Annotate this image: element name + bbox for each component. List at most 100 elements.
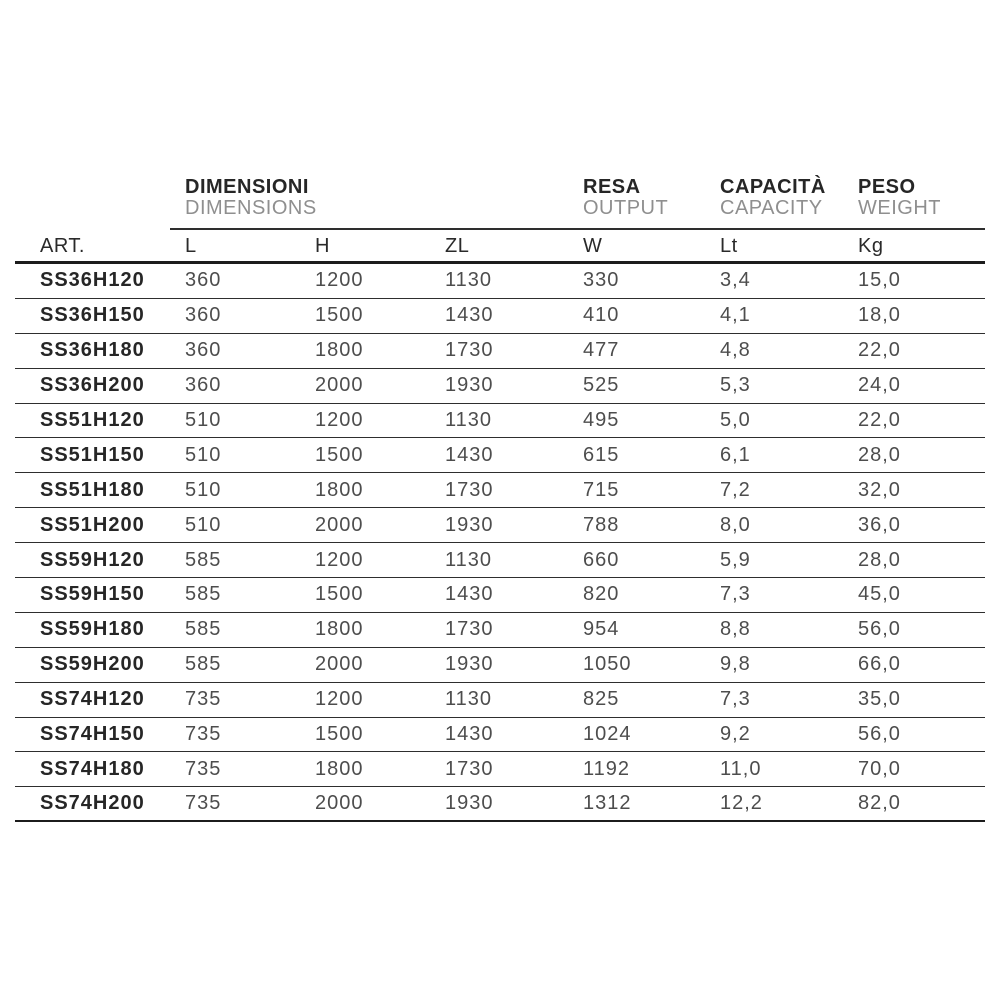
cell-kg: 45,0	[858, 583, 901, 606]
art-code: SS59H180	[40, 618, 145, 641]
cell-h: 1200	[315, 409, 364, 431]
table-row: SS36H120 360 1200 1130 330 3,4 15,0	[15, 264, 985, 299]
cell-lt: 5,0	[720, 409, 751, 431]
column-header-row: ART. L H ZL W Lt Kg	[15, 230, 985, 261]
cell-w: 788	[583, 513, 620, 536]
art-code: SS59H120	[40, 548, 145, 571]
cell-zl: 1430	[445, 723, 494, 746]
cell-l: 360	[185, 339, 222, 362]
group-title: RESA	[583, 176, 641, 198]
cell-w: 1192	[583, 757, 631, 780]
column-header-kg: Kg	[858, 234, 884, 257]
cell-w: 615	[583, 443, 620, 466]
cell-l: 585	[185, 653, 222, 676]
art-code: SS36H150	[40, 304, 145, 327]
cell-w: 410	[583, 304, 620, 327]
cell-zl: 1930	[445, 513, 494, 536]
cell-zl: 1130	[445, 688, 493, 711]
cell-w: 660	[583, 548, 620, 571]
table-row: SS74H180 735 1800 1730 1192 11,0 70,0	[15, 752, 985, 788]
cell-h: 1200	[315, 269, 364, 292]
cell-kg: 35,0	[858, 688, 901, 711]
cell-l: 360	[185, 374, 222, 397]
cell-l: 510	[185, 443, 222, 466]
column-header-h: H	[315, 234, 330, 257]
cell-lt: 11,0	[720, 757, 762, 780]
cell-kg: 56,0	[858, 618, 901, 641]
cell-zl: 1930	[445, 653, 494, 676]
cell-lt: 4,1	[720, 304, 751, 327]
art-code: SS59H200	[40, 653, 145, 676]
cell-h: 1200	[315, 548, 364, 571]
cell-w: 495	[583, 409, 620, 431]
cell-zl: 1930	[445, 374, 494, 397]
group-header-underline	[170, 228, 985, 230]
cell-kg: 28,0	[858, 548, 901, 571]
cell-zl: 1430	[445, 443, 494, 466]
cell-w: 477	[583, 339, 620, 362]
cell-w: 954	[583, 618, 620, 641]
cell-h: 1800	[315, 757, 364, 780]
art-code: SS74H150	[40, 723, 145, 746]
cell-zl: 1730	[445, 478, 494, 501]
group-subtitle: DIMENSIONS	[185, 197, 317, 219]
cell-l: 585	[185, 583, 222, 606]
cell-lt: 3,4	[720, 269, 751, 292]
cell-h: 2000	[315, 374, 364, 397]
cell-l: 360	[185, 269, 222, 292]
cell-lt: 7,3	[720, 583, 751, 606]
table-row: SS59H200 585 2000 1930 1050 9,8 66,0	[15, 648, 985, 683]
cell-lt: 9,8	[720, 653, 751, 676]
column-header-w: W	[583, 234, 603, 257]
table-row: SS74H200 735 2000 1930 1312 12,2 82,0	[15, 787, 985, 823]
cell-zl: 1430	[445, 304, 494, 327]
art-code: SS51H180	[40, 478, 145, 501]
cell-lt: 6,1	[720, 443, 751, 466]
table-row: SS51H120 510 1200 1130 495 5,0 22,0	[15, 404, 985, 439]
cell-lt: 5,9	[720, 548, 751, 571]
art-code: SS74H120	[40, 688, 145, 711]
group-subtitle: CAPACITY	[720, 197, 823, 219]
cell-zl: 1430	[445, 583, 494, 606]
cell-l: 585	[185, 548, 222, 571]
table-row: SS51H200 510 2000 1930 788 8,0 36,0	[15, 508, 985, 544]
cell-h: 1500	[315, 443, 364, 466]
cell-l: 510	[185, 478, 222, 501]
cell-kg: 18,0	[858, 304, 901, 327]
cell-kg: 24,0	[858, 374, 901, 397]
cell-h: 1500	[315, 723, 364, 746]
cell-lt: 7,2	[720, 478, 751, 501]
art-code: SS51H150	[40, 443, 145, 466]
cell-lt: 9,2	[720, 723, 751, 746]
cell-l: 735	[185, 723, 222, 746]
group-header-weight: PESO WEIGHT	[858, 177, 941, 219]
cell-w: 820	[583, 583, 620, 606]
cell-zl: 1930	[445, 792, 494, 815]
cell-h: 1500	[315, 583, 364, 606]
table-row: SS36H180 360 1800 1730 477 4,8 22,0	[15, 334, 985, 369]
cell-w: 1312	[583, 792, 632, 815]
cell-lt: 8,0	[720, 513, 751, 536]
cell-kg: 36,0	[858, 513, 901, 536]
cell-zl: 1130	[445, 548, 493, 571]
column-header-art: ART.	[40, 234, 85, 257]
cell-l: 735	[185, 792, 222, 815]
column-header-l: L	[185, 234, 197, 257]
cell-h: 1500	[315, 304, 364, 327]
table-row: SS74H150 735 1500 1430 1024 9,2 56,0	[15, 718, 985, 753]
cell-kg: 66,0	[858, 653, 901, 676]
cell-h: 2000	[315, 792, 364, 815]
cell-kg: 22,0	[858, 339, 901, 362]
cell-w: 525	[583, 374, 620, 397]
table-row: SS51H180 510 1800 1730 715 7,2 32,0	[15, 473, 985, 509]
cell-h: 1200	[315, 688, 364, 711]
spec-table: DIMENSIONI DIMENSIONS RESA OUTPUT CAPACI…	[15, 170, 985, 823]
cell-h: 1800	[315, 478, 364, 501]
cell-zl: 1730	[445, 618, 494, 641]
table-row: SS74H120 735 1200 1130 825 7,3 35,0	[15, 683, 985, 718]
art-code: SS74H180	[40, 757, 145, 780]
cell-l: 585	[185, 618, 222, 641]
cell-kg: 15,0	[858, 269, 901, 292]
art-code: SS36H120	[40, 269, 145, 292]
